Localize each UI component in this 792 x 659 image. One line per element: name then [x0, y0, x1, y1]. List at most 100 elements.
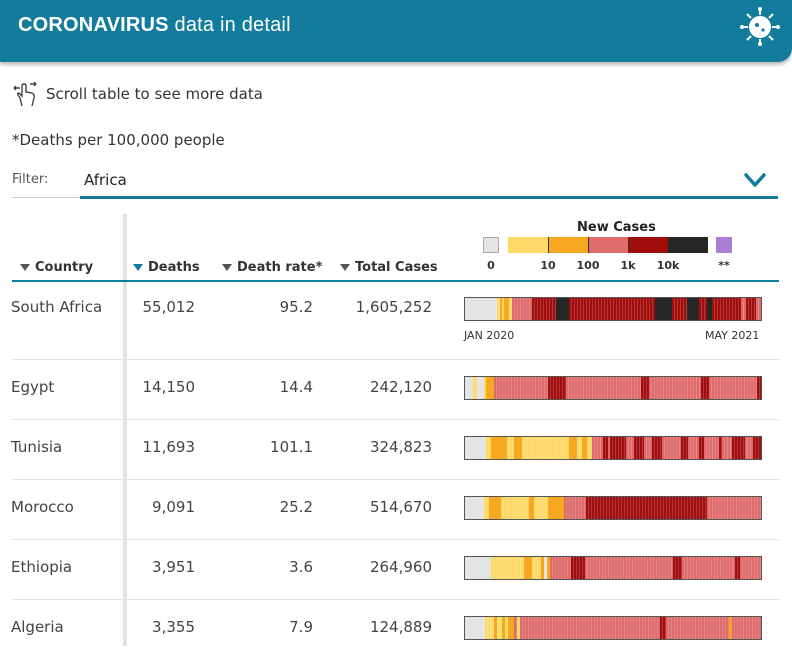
timeline-segment — [506, 437, 515, 459]
legend-swatch-top — [668, 237, 708, 253]
timeline-segment — [666, 617, 730, 639]
legend-swatch-na — [716, 237, 732, 253]
timeline-segment — [745, 437, 754, 459]
timeline-segment — [508, 617, 515, 639]
timeline-segment — [531, 298, 557, 320]
timeline-segment — [566, 377, 642, 399]
country-cell: Egypt — [11, 378, 55, 396]
timeline-segment — [485, 377, 495, 399]
sort-deaths-header[interactable]: Deaths — [133, 260, 200, 275]
timeline-segment — [556, 298, 570, 320]
scroll-hint-text: Scroll table to see more data — [46, 85, 263, 103]
timeline-segment — [709, 377, 758, 399]
timeline-segment — [651, 437, 663, 459]
timeline-segment — [706, 497, 761, 519]
country-cell: Tunisia — [11, 438, 63, 456]
death-rate-header-label: Death rate* — [237, 260, 323, 275]
sticky-column-divider — [123, 214, 127, 646]
death-rate-cell: 95.2 — [279, 298, 313, 316]
timeline-segment — [706, 298, 713, 320]
timeline-segment — [523, 557, 533, 579]
sort-arrow-icon — [133, 264, 143, 271]
timeline-segment — [700, 377, 710, 399]
timeline-segment — [640, 377, 650, 399]
row-divider — [12, 539, 779, 540]
timeline-segment — [547, 377, 567, 399]
case-timeline-strip — [464, 496, 762, 520]
timeline-segment — [662, 437, 681, 459]
sort-country-header[interactable]: Country — [20, 260, 93, 275]
timeline-segment — [514, 437, 523, 459]
country-cell: Algeria — [11, 618, 64, 636]
virus-icon — [740, 7, 780, 46]
timeline-segment — [592, 437, 604, 459]
timeline-segment — [532, 557, 542, 579]
region-filter-select[interactable]: Africa — [80, 166, 778, 199]
timeline-segment — [491, 557, 525, 579]
timeline-segment — [488, 497, 501, 519]
deaths-cell: 11,693 — [142, 438, 196, 456]
timeline-segment — [711, 298, 742, 320]
sort-total-cases-header[interactable]: Total Cases — [340, 260, 438, 275]
legend-label-10: 10 — [540, 259, 556, 272]
page-title-bold: CORONAVIRUS — [18, 14, 169, 36]
timeline-segment — [500, 497, 530, 519]
timeline-segment — [660, 617, 667, 639]
deaths-cell: 9,091 — [152, 498, 195, 516]
page-title-rest: data in detail — [174, 14, 291, 36]
timeline-segment — [465, 497, 485, 519]
deaths-cell: 3,951 — [152, 558, 195, 576]
timeline-end-label: MAY 2021 — [705, 329, 760, 342]
row-divider — [12, 419, 779, 420]
timeline-segment — [511, 298, 533, 320]
timeline-segment — [465, 437, 487, 459]
timeline-segment — [533, 497, 549, 519]
timeline-segment — [719, 437, 723, 459]
timeline-segment — [610, 437, 627, 459]
timeline-segment — [516, 617, 521, 639]
deaths-header-label: Deaths — [148, 260, 200, 275]
total-cases-cell: 1,605,252 — [355, 298, 432, 316]
timeline-segment — [564, 497, 587, 519]
timeline-segment — [541, 557, 545, 579]
timeline-segment — [502, 298, 505, 320]
sort-death-rate-header[interactable]: Death rate* — [222, 260, 322, 275]
timeline-segment — [576, 437, 583, 459]
timeline-segment — [673, 557, 683, 579]
timeline-segment — [465, 298, 498, 320]
timeline-segment — [681, 557, 736, 579]
legend-swatch-vhigh — [628, 237, 668, 253]
case-timeline-strip — [464, 616, 762, 640]
filter-divider — [12, 197, 80, 198]
hand-swipe-icon — [13, 81, 37, 107]
legend-swatch-high — [588, 237, 628, 253]
total-cases-cell: 514,670 — [369, 498, 432, 516]
country-cell: Morocco — [11, 498, 74, 516]
country-header-label: Country — [35, 260, 94, 275]
timeline-segment — [581, 437, 588, 459]
timeline-segment — [485, 617, 495, 639]
timeline-segment — [568, 437, 578, 459]
case-timeline-strip — [464, 376, 762, 400]
timeline-segment — [568, 298, 656, 320]
timeline-segment — [528, 497, 535, 519]
total-cases-cell: 264,960 — [369, 558, 432, 576]
timeline-segment — [522, 437, 570, 459]
timeline-segment — [741, 298, 747, 320]
timeline-segment — [547, 557, 551, 579]
timeline-segment — [549, 557, 571, 579]
sort-arrow-icon — [340, 264, 350, 271]
timeline-segment — [477, 377, 485, 399]
filter-value: Africa — [84, 171, 127, 189]
death-rate-cell: 101.1 — [270, 438, 313, 456]
timeline-segment — [753, 437, 761, 459]
timeline-segment — [734, 557, 741, 579]
legend-title: New Cases — [577, 220, 656, 235]
total-cases-header-label: Total Cases — [355, 260, 438, 275]
timeline-segment — [644, 437, 653, 459]
legend-swatch-zero — [483, 237, 499, 253]
legend-label-na: ** — [718, 259, 730, 272]
timeline-segment — [502, 617, 506, 639]
total-cases-cell: 124,889 — [369, 618, 432, 636]
death-rate-cell: 14.4 — [279, 378, 313, 396]
